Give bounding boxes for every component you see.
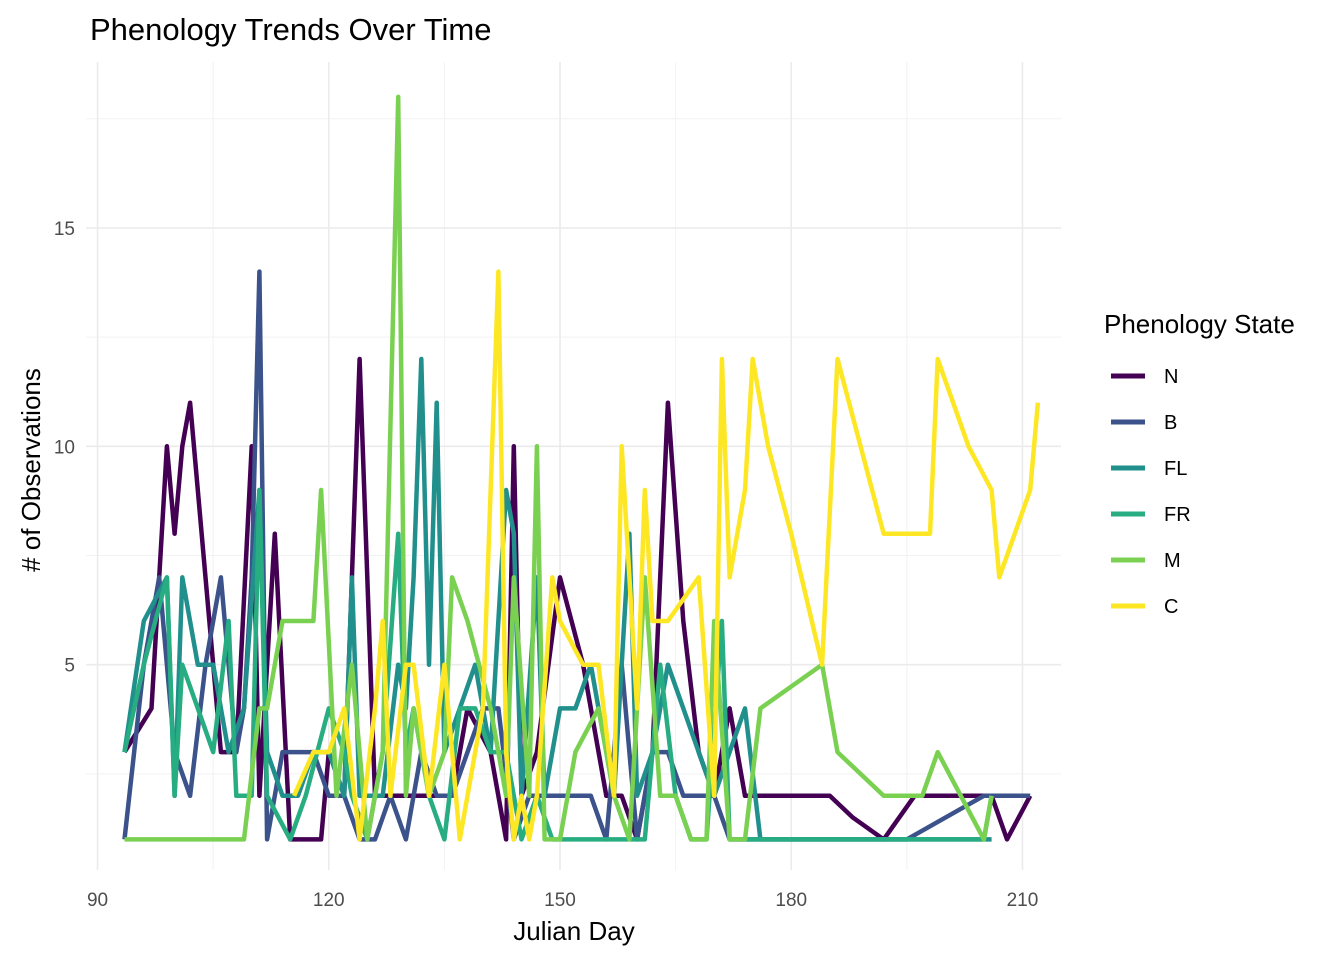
legend-label-b: B: [1164, 412, 1177, 434]
series-line-m: [124, 94, 994, 842]
x-axis-tick-labels: 90 120 150 180 210: [87, 890, 1038, 911]
y-tick-label: 5: [64, 656, 75, 677]
x-axis-title: Julian Day: [513, 916, 634, 946]
series-line-c: [292, 269, 1041, 842]
y-tick-label: 10: [54, 437, 75, 458]
y-axis-title: # of Observations: [16, 368, 46, 572]
chart-title: Phenology Trends Over Time: [90, 12, 491, 47]
x-tick-label: 210: [1007, 890, 1039, 911]
x-tick-label: 90: [87, 890, 108, 911]
series-lines: [122, 94, 1041, 842]
y-axis-tick-labels: 5 10 15: [54, 219, 75, 677]
y-tick-label: 15: [54, 219, 75, 240]
legend-label-m: M: [1164, 550, 1181, 572]
legend-items: N B FL FR M C: [1111, 366, 1191, 618]
legend-title: Phenology State: [1104, 309, 1295, 339]
legend-label-fl: FL: [1164, 458, 1187, 480]
plot-panel: [86, 62, 1061, 870]
legend-label-fr: FR: [1164, 504, 1191, 526]
legend: Phenology State N B FL FR M C: [1104, 309, 1295, 618]
legend-label-c: C: [1164, 596, 1178, 618]
x-tick-label: 120: [313, 890, 345, 911]
x-tick-label: 150: [544, 890, 576, 911]
legend-label-n: N: [1164, 366, 1178, 388]
x-tick-label: 180: [775, 890, 807, 911]
series-line-n: [122, 356, 1033, 842]
